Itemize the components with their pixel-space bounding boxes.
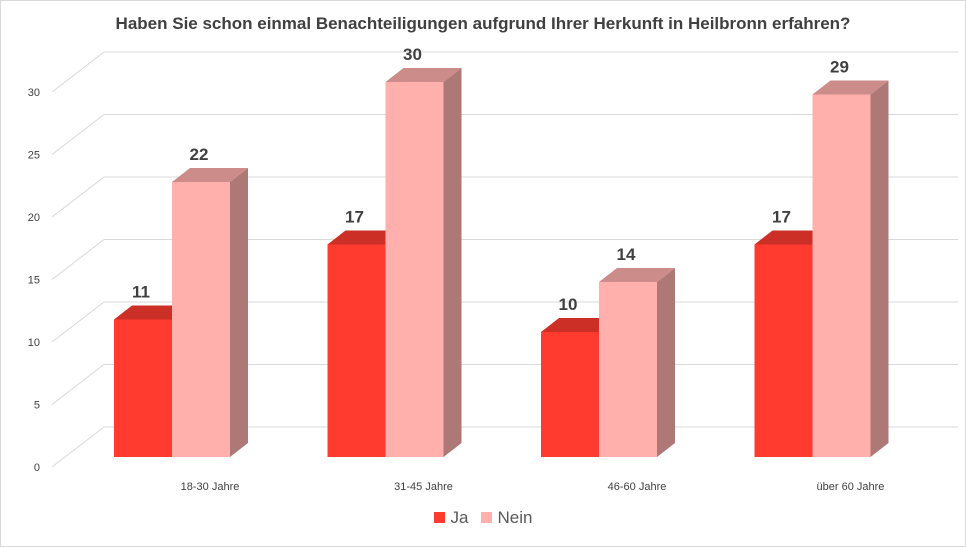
x-tick-label: 46-60 Jahre: [608, 481, 667, 493]
gridline-slant: [51, 239, 105, 280]
legend-label: Nein: [497, 508, 533, 527]
legend-label: Ja: [450, 508, 469, 527]
bar-nein-front: [385, 82, 444, 457]
y-tick-label: 30: [28, 87, 40, 99]
bar-ja-top: [541, 318, 617, 332]
gridline-slant: [51, 364, 105, 405]
data-label: 17: [345, 208, 364, 227]
bar-ja-front: [327, 244, 386, 457]
bar-nein-front: [172, 182, 230, 457]
data-label: 14: [617, 245, 636, 264]
y-tick-label: 5: [34, 400, 40, 412]
bar-nein-side: [443, 68, 462, 457]
bar-nein-side: [657, 268, 675, 457]
data-label: 29: [830, 58, 849, 77]
y-tick-label: 10: [28, 337, 40, 349]
data-label: 10: [559, 295, 578, 314]
bar-nein-top: [385, 68, 462, 82]
y-tick-label: 25: [28, 150, 40, 162]
gridline-slant: [51, 114, 105, 155]
x-tick-label: 18-30 Jahre: [181, 481, 240, 493]
gridline-slant: [51, 176, 105, 218]
chart-title: Haben Sie schon einmal Benachteiligungen…: [115, 14, 851, 33]
bar-nein-top: [812, 80, 889, 95]
legend-swatch: [433, 512, 445, 523]
data-label: 22: [190, 145, 209, 164]
bar-nein-side: [230, 168, 248, 457]
gridline-slant: [51, 51, 105, 93]
data-label: 11: [132, 283, 150, 302]
gridline-slant: [51, 301, 105, 343]
legend-swatch: [480, 512, 492, 523]
bar-ja-top: [114, 305, 190, 320]
legend-item-ja: Ja: [433, 508, 469, 528]
bar-ja-top: [327, 230, 404, 245]
bar-nein-side: [870, 80, 889, 457]
y-tick-label: 20: [28, 212, 40, 224]
bar-nein-front: [812, 94, 871, 457]
x-tick-label: 31-45 Jahre: [394, 481, 453, 493]
bar-ja-front: [114, 319, 172, 457]
x-tick-label: über 60 Jahre: [817, 481, 885, 493]
y-tick-label: 0: [34, 462, 40, 474]
y-tick-label: 15: [28, 275, 40, 287]
bar-nein-front: [599, 282, 657, 457]
gridline-slant: [51, 426, 105, 468]
bar-ja-front: [541, 332, 599, 457]
data-label: 30: [403, 45, 422, 64]
legend: Ja Nein: [0, 508, 966, 528]
bar-nein-top: [172, 168, 248, 182]
legend-item-nein: Nein: [480, 508, 533, 528]
bar-ja-front: [754, 244, 813, 457]
bar-ja-top: [754, 230, 831, 245]
bar-nein-top: [599, 268, 675, 282]
data-label: 17: [772, 208, 791, 227]
